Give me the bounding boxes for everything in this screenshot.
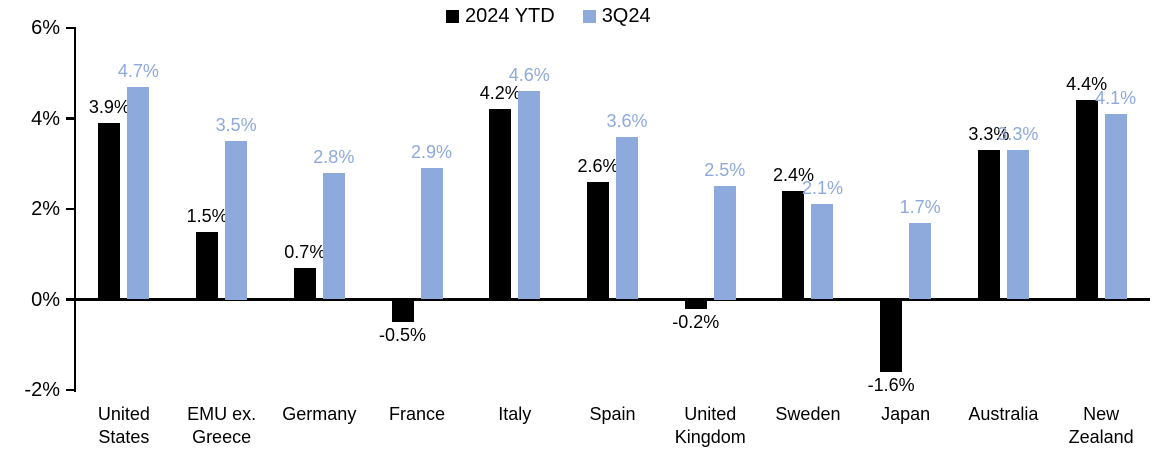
bar-2024-ytd (977, 150, 1000, 300)
bar-3q24 (225, 141, 248, 300)
legend-item-3q24: 3Q24 (582, 5, 651, 28)
data-label: 1.5% (186, 205, 228, 226)
y-axis-tick-label: 4% (31, 107, 60, 130)
bar-3q24 (713, 186, 736, 300)
data-label: -1.6% (867, 374, 915, 395)
data-label: 2.1% (801, 178, 843, 199)
x-axis-category-label: Japan (881, 404, 931, 424)
x-axis-category-label: Sweden (775, 404, 841, 424)
bar-3q24 (127, 86, 150, 300)
bar-2024-ytd (391, 299, 414, 323)
bar-3q24 (909, 222, 932, 300)
y-axis-tick-label: 0% (31, 288, 60, 311)
data-label: -0.5% (379, 325, 427, 346)
data-label: 2.4% (772, 164, 814, 185)
bar-2024-ytd (489, 109, 512, 300)
y-axis-tick (66, 26, 75, 30)
y-axis-tick-label: 6% (31, 17, 60, 39)
bar-3q24 (322, 172, 345, 300)
data-label: 4.4% (1066, 74, 1108, 95)
legend-swatch-3q24-icon (582, 10, 596, 23)
data-label: 3.3% (968, 124, 1010, 145)
x-axis-category-label: Italy (498, 404, 532, 424)
bar-3q24 (1104, 113, 1127, 300)
bar-3q24 (616, 136, 638, 300)
data-label: -0.2% (672, 311, 720, 332)
x-axis-category-label: New Zealand (1068, 404, 1134, 448)
legend-label-2024-ytd: 2024 YTD (465, 5, 555, 27)
legend-swatch-2024-ytd-icon (446, 10, 459, 23)
legend-item-2024-ytd: 2024 YTD (446, 5, 555, 28)
bar-2024-ytd (684, 299, 707, 309)
data-label: 4.1% (1095, 87, 1137, 108)
data-label: 0.7% (284, 241, 326, 262)
y-axis-tick-label: 2% (31, 198, 60, 220)
x-axis-category-label: EMU ex. Greece (187, 404, 257, 448)
x-axis-category-label: United Kingdom (674, 404, 746, 448)
x-axis-category-label: Spain (589, 404, 636, 424)
data-label: 2.5% (704, 160, 746, 181)
data-label: 2.9% (411, 142, 453, 163)
chart-legend: 2024 YTD 3Q24 (446, 5, 651, 28)
data-label: 4.6% (508, 65, 550, 86)
legend-label-3q24: 3Q24 (601, 5, 651, 27)
data-label: 3.9% (88, 97, 130, 118)
data-label: 4.2% (479, 83, 521, 104)
x-axis-category-label: France (389, 404, 446, 424)
y-axis-tick (66, 207, 75, 211)
bar-2024-ytd (293, 267, 316, 300)
zero-baseline (73, 298, 1150, 301)
bar-3q24 (420, 168, 443, 300)
y-axis-tick-label: -2% (24, 379, 60, 401)
y-axis-tick (66, 388, 75, 392)
data-label: 3.6% (606, 110, 648, 131)
data-label: 3.5% (215, 115, 257, 136)
x-axis-category-label: United States (97, 404, 150, 448)
bar-2024-ytd (1075, 100, 1098, 300)
data-label: 4.7% (117, 60, 159, 81)
y-axis-tick (66, 298, 75, 301)
bar-3q24 (518, 91, 541, 300)
bar-2024-ytd (196, 231, 219, 300)
data-label: 2.6% (577, 155, 619, 176)
bar-3q24 (811, 204, 834, 300)
y-axis-tick (66, 117, 75, 120)
data-label: 3.3% (997, 124, 1039, 145)
x-axis-category-label: Australia (968, 404, 1039, 424)
data-label: 1.7% (899, 196, 941, 217)
bar-2024-ytd (782, 190, 805, 300)
bar-3q24 (1006, 150, 1029, 300)
bar-2024-ytd (98, 123, 121, 300)
bar-2024-ytd (587, 181, 609, 300)
bar-2024-ytd (880, 299, 903, 372)
data-label: 2.8% (313, 146, 355, 167)
x-axis-category-label: Germany (282, 404, 357, 424)
